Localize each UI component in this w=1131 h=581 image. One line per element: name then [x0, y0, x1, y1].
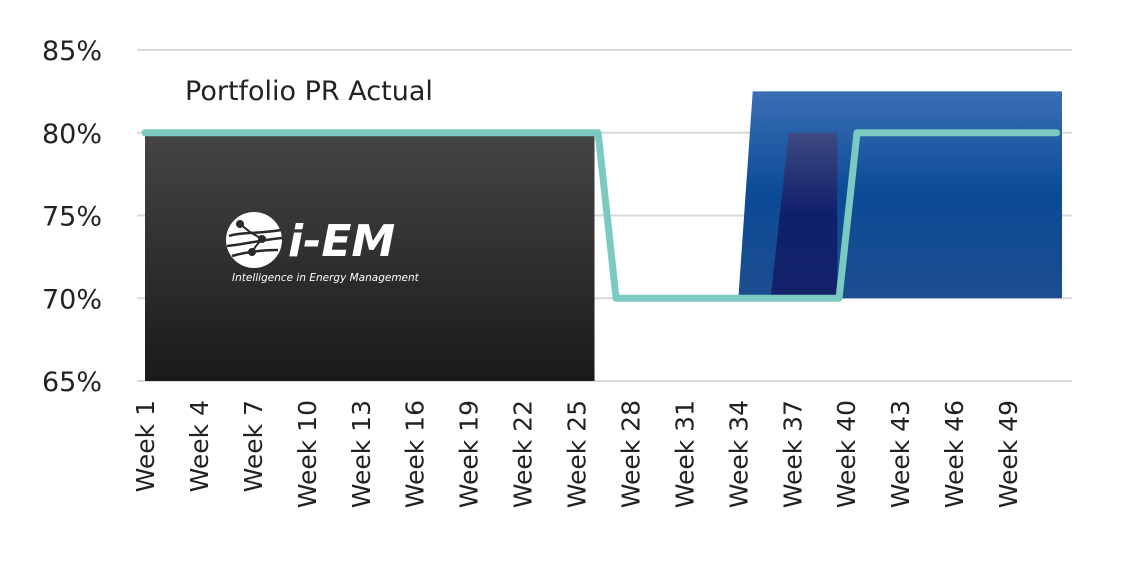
x-tick-label: Week 22 [509, 400, 538, 508]
y-tick-label: 70% [42, 284, 102, 315]
area-navy-band [770, 132, 838, 299]
y-tick-label: 80% [42, 119, 102, 150]
annotation-portfolio-pr-actual: Portfolio PR Actual [185, 76, 433, 107]
x-tick-label: Week 16 [401, 400, 430, 508]
globe-icon [226, 212, 283, 268]
x-axis-ticks: Week 1 Week 4 Week 7 Week 10 Week 13 Week 16 W… [131, 400, 1023, 508]
iem-logo: i-EM Intelligence in Energy Management [226, 212, 420, 284]
y-axis-ticks: 85% 80% 75% 70% 65% [42, 36, 102, 398]
x-tick-label: Week 46 [940, 400, 969, 508]
y-tick-label: 85% [42, 36, 102, 67]
line-layer [141, 129, 1061, 302]
x-tick-label: Week 4 [185, 400, 214, 492]
x-tick-label: Week 34 [724, 400, 753, 508]
logo-wordmark: i-EM [288, 216, 395, 267]
line-portfolio-pr [141, 129, 1061, 302]
y-tick-label: 65% [42, 367, 102, 398]
x-tick-label: Week 31 [670, 400, 699, 508]
x-tick-label: Week 1 [131, 400, 160, 492]
x-tick-label: Week 37 [778, 400, 807, 508]
x-tick-label: Week 43 [886, 400, 915, 508]
x-tick-label: Week 10 [293, 400, 322, 508]
x-tick-label: Week 49 [994, 400, 1023, 508]
x-tick-label: Week 25 [563, 400, 592, 508]
x-tick-label: Week 28 [616, 400, 645, 508]
area-portfolio-base [145, 132, 1062, 381]
x-tick-label: Week 13 [347, 400, 376, 508]
area-layer [145, 91, 1062, 381]
logo-tagline: Intelligence in Energy Management [232, 272, 420, 284]
x-tick-label: Week 19 [455, 400, 484, 508]
x-tick-label: Week 7 [239, 400, 268, 492]
y-tick-label: 75% [42, 202, 102, 233]
x-tick-label: Week 40 [832, 400, 861, 508]
